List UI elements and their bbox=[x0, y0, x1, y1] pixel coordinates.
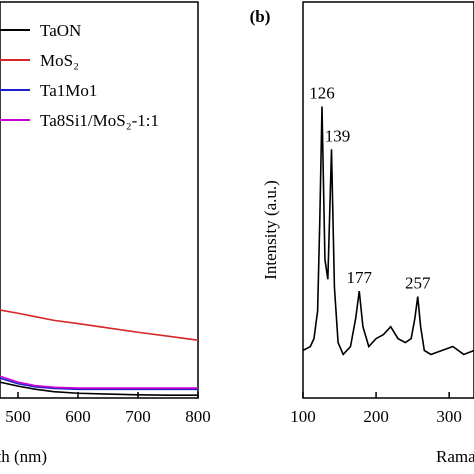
legend-label: TaON bbox=[40, 21, 81, 40]
data-line bbox=[302, 106, 474, 356]
panel-label: (b) bbox=[250, 7, 271, 26]
y-axis-label: Intensity (a.u.) bbox=[261, 180, 280, 280]
data-line bbox=[0, 377, 198, 391]
x-tick-label: 300 bbox=[436, 407, 462, 426]
peak-label: 139 bbox=[325, 126, 351, 145]
x-tick-label: 800 bbox=[185, 407, 211, 426]
x-axis-label: Raman shift (cm⁻¹) bbox=[436, 447, 474, 466]
peak-label: 126 bbox=[309, 84, 335, 103]
plot-frame bbox=[0, 1, 199, 399]
peak-label: 177 bbox=[347, 268, 373, 287]
peak-label: 257 bbox=[405, 274, 431, 293]
x-tick-label: 700 bbox=[125, 407, 151, 426]
x-tick-label: 100 bbox=[290, 407, 316, 426]
legend-label: Ta8Si1/MoS₂-1:1 bbox=[40, 111, 159, 130]
data-line bbox=[0, 381, 198, 397]
x-tick-label: 200 bbox=[363, 407, 389, 426]
x-tick-label: 600 bbox=[65, 407, 91, 426]
x-axis-label: Wavelength (nm) bbox=[0, 447, 47, 466]
plot-frame bbox=[302, 1, 474, 399]
data-line bbox=[0, 375, 198, 389]
data-line bbox=[0, 309, 199, 341]
legend-label: Ta1Mo1 bbox=[40, 81, 97, 100]
legend-label: MoS₂ bbox=[40, 51, 79, 70]
x-tick-label: 500 bbox=[5, 407, 31, 426]
